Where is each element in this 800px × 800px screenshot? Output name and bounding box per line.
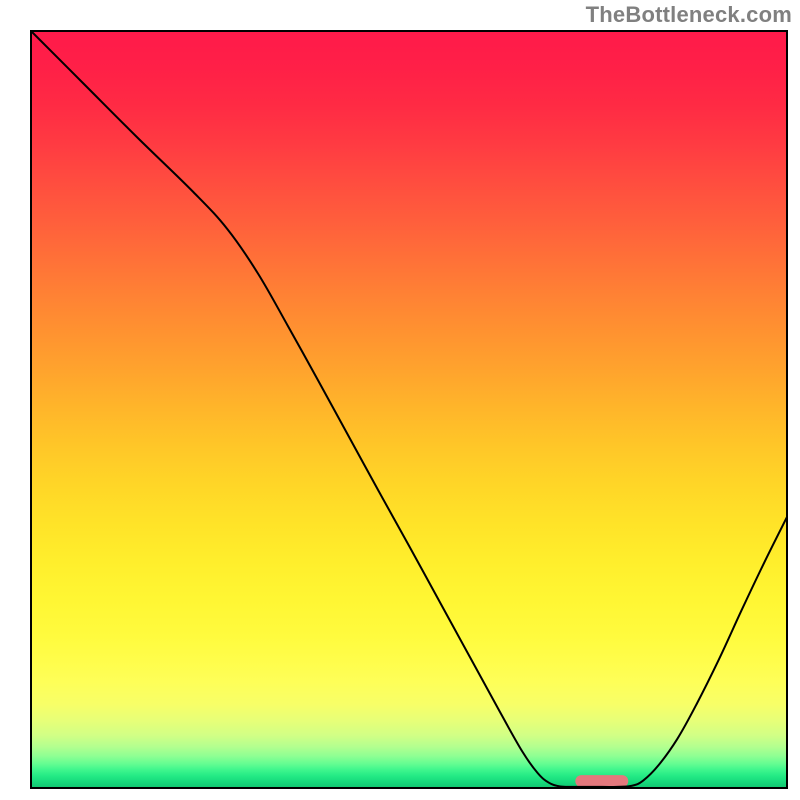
plot-area (30, 30, 788, 789)
watermark-text: TheBottleneck.com (586, 2, 792, 28)
chart-svg (30, 30, 788, 789)
optimum-marker (575, 775, 628, 787)
chart-root: TheBottleneck.com (0, 0, 800, 800)
